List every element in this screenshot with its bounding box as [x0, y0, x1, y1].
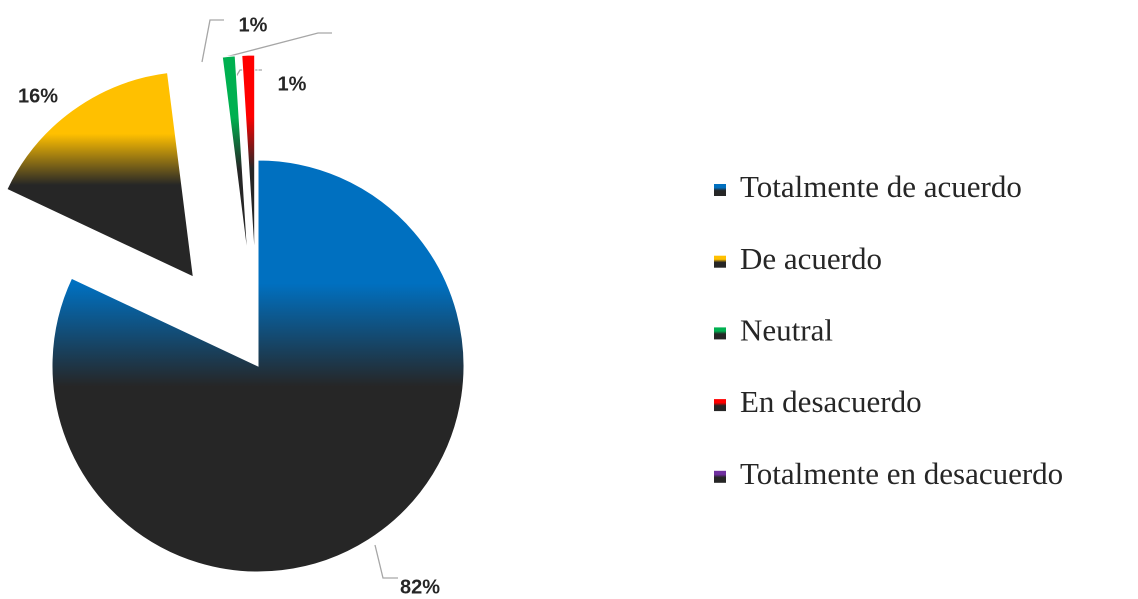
pie-slice [6, 72, 194, 278]
pie-slice [241, 54, 256, 262]
leader-line [374, 544, 398, 579]
legend-marker [714, 470, 726, 483]
data-label: 1% [239, 14, 268, 36]
legend-label: Totalmente en desacuerdo [740, 456, 1063, 491]
data-label: 82% [400, 576, 440, 598]
legend-marker [714, 255, 726, 268]
legend-marker [714, 399, 726, 412]
data-label: 1% [278, 73, 307, 95]
legend-label: En desacuerdo [740, 384, 922, 419]
legend-label: Totalmente de acuerdo [740, 169, 1022, 204]
legend-marker [714, 327, 726, 340]
pie-slice [51, 159, 465, 573]
pie-slice [221, 55, 249, 262]
data-label: 16% [18, 85, 58, 107]
legend-label: De acuerdo [740, 241, 882, 276]
leader-line [221, 32, 332, 59]
leader-line [201, 19, 224, 63]
legend-marker [714, 184, 726, 196]
legend-label: Neutral [740, 313, 833, 348]
